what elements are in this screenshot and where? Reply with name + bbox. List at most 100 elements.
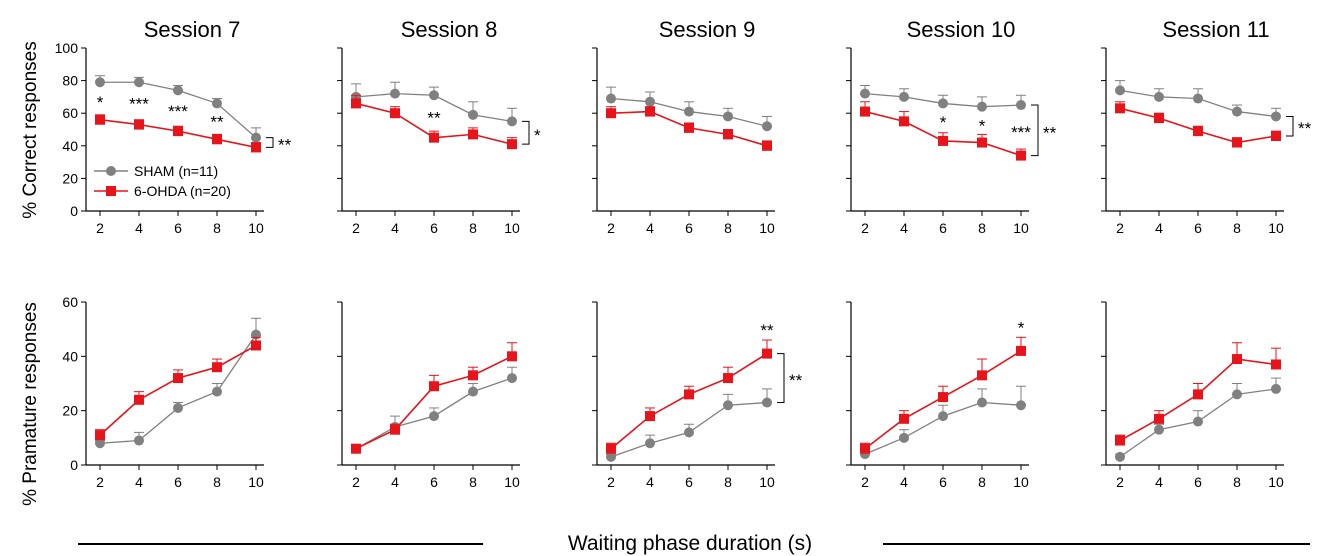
x-tick-label: 8 [724, 474, 732, 490]
data-point-sham [1232, 106, 1242, 117]
data-point-sham [134, 77, 144, 88]
x-tick-label: 4 [135, 220, 143, 236]
data-point-ohda [468, 370, 478, 381]
x-tick-label: 8 [1233, 220, 1241, 236]
significance-marker: ** [760, 321, 774, 340]
data-point-ohda [468, 129, 478, 140]
data-point-sham [1016, 400, 1026, 411]
x-tick-label: 8 [724, 220, 732, 236]
data-point-ohda [95, 114, 105, 125]
data-point-sham [429, 90, 439, 101]
data-point-sham [1154, 91, 1164, 102]
data-point-sham [645, 438, 655, 449]
x-axis-caption: Waiting phase duration (s) [568, 532, 812, 555]
data-point-ohda [390, 108, 400, 119]
x-tick-label: 8 [978, 220, 986, 236]
x-tick-label: 4 [391, 220, 399, 236]
x-tick-label: 4 [646, 220, 654, 236]
significance-bracket-label: ** [278, 136, 292, 155]
data-point-sham [1271, 383, 1281, 394]
x-tick-label: 4 [646, 474, 654, 490]
data-point-sham [606, 451, 616, 462]
significance-bracket-label: ** [1298, 119, 1312, 138]
y-tick-label: 60 [62, 105, 78, 121]
significance-bracket [777, 353, 785, 404]
data-point-ohda [1193, 126, 1203, 137]
significance-marker: * [97, 93, 104, 112]
data-point-sham [468, 386, 478, 397]
x-tick-label: 6 [430, 474, 438, 490]
x-tick-label: 4 [391, 474, 399, 490]
data-point-sham [938, 98, 948, 109]
panel-title: Session 8 [401, 17, 498, 42]
data-point-ohda [134, 119, 144, 130]
legend: SHAM (n=11) 6-OHDA (n=20) [94, 163, 231, 199]
data-point-ohda [606, 108, 616, 119]
x-tick-label: 10 [1268, 220, 1284, 236]
data-point-ohda [173, 126, 183, 137]
data-point-ohda [1154, 113, 1164, 124]
significance-marker: ** [427, 108, 441, 127]
x-tick-label: 8 [1233, 474, 1241, 490]
x-tick-label: 6 [1194, 474, 1202, 490]
significance-bracket [522, 120, 530, 145]
data-point-ohda [1016, 345, 1026, 356]
x-tick-label: 2 [96, 474, 104, 490]
data-point-ohda [606, 443, 616, 454]
y-axis-label-premature: % Pramature responses [20, 302, 41, 506]
x-tick-label: 2 [607, 220, 615, 236]
series-line-ohda [1119, 358, 1277, 442]
x-tick-label: 10 [1268, 474, 1284, 490]
panel-title: Session 11 [1162, 17, 1269, 42]
chart-panel-5: 2 4 6 8 10 ** [1101, 47, 1312, 236]
data-point-ohda [899, 413, 909, 424]
x-tick-label: 10 [248, 474, 264, 490]
data-point-ohda [938, 392, 948, 403]
x-tick-label: 10 [504, 220, 520, 236]
series-line-ohda [355, 355, 513, 450]
data-point-sham [1154, 424, 1164, 435]
data-point-ohda [429, 381, 439, 392]
data-point-ohda [684, 122, 694, 133]
data-point-sham [899, 432, 909, 443]
legend-ohda-marker [106, 186, 116, 196]
data-point-ohda [723, 373, 733, 384]
data-point-ohda [429, 132, 439, 143]
chart-panel-2: 2 4 6 8 10*** [337, 47, 541, 236]
data-point-ohda [251, 340, 261, 351]
data-point-ohda [1115, 435, 1125, 446]
data-point-ohda [1271, 131, 1281, 142]
significance-bracket-label: ** [789, 371, 803, 390]
data-point-ohda [860, 443, 870, 454]
data-point-sham [762, 397, 772, 408]
legend-ohda-label: 6-OHDA (n=20) [134, 183, 231, 199]
data-point-sham [723, 111, 733, 122]
data-point-sham [1232, 389, 1242, 400]
x-tick-label: 6 [430, 220, 438, 236]
data-point-sham [1115, 451, 1125, 462]
y-tick-label: 20 [62, 170, 78, 186]
data-point-sham [1115, 85, 1125, 96]
x-tick-label: 2 [352, 220, 360, 236]
x-tick-label: 10 [759, 220, 775, 236]
x-tick-label: 4 [900, 220, 908, 236]
data-point-sham [468, 109, 478, 120]
data-point-ohda [251, 142, 261, 153]
panel-title: Session 10 [907, 17, 1016, 42]
data-point-sham [977, 397, 987, 408]
legend-sham-label: SHAM (n=11) [134, 163, 218, 179]
data-point-ohda [899, 116, 909, 127]
y-tick-label: 100 [55, 40, 79, 56]
panel-titles: Session 7 Session 8 Session 9 Session 10… [144, 17, 1270, 42]
x-tick-label: 10 [1013, 474, 1029, 490]
x-tick-label: 8 [469, 220, 477, 236]
data-point-ohda [762, 348, 772, 359]
chart-panel-3: 2 4 6 8 10 [592, 47, 775, 236]
x-tick-label: 6 [685, 474, 693, 490]
data-point-ohda [390, 424, 400, 435]
x-tick-label: 8 [213, 220, 221, 236]
x-tick-label: 8 [213, 474, 221, 490]
data-point-ohda [645, 411, 655, 422]
x-tick-label: 6 [939, 474, 947, 490]
data-point-sham [723, 400, 733, 411]
